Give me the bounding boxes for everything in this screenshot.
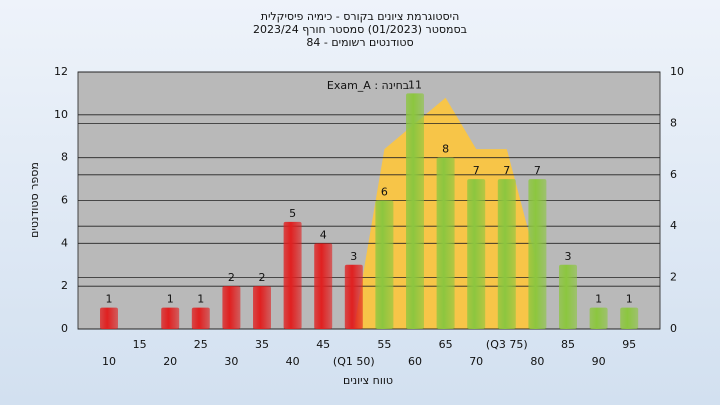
bar: [100, 307, 118, 329]
annotation: בחינה : Exam_A: [327, 79, 409, 92]
chart-subtitle: בסמסטר (01/2023) סמסטר חורף 2023/24: [253, 23, 467, 36]
bar: [406, 93, 424, 330]
y-axis-label: מספר סטודנטים: [28, 162, 41, 238]
bar: [222, 286, 241, 329]
x-tick-label: 95: [622, 338, 636, 351]
x-tick-label: 90: [592, 355, 606, 368]
y-tick-label: 8: [61, 151, 68, 164]
y-tick-label: 0: [61, 322, 68, 335]
data-label: 1: [626, 293, 633, 306]
chart-subtitle: סטודנטים רשומים - 84: [306, 36, 413, 49]
x-tick-label: 30: [224, 355, 238, 368]
y-tick-label: 2: [61, 279, 68, 292]
data-label: 1: [595, 293, 602, 306]
x-tick-label: (Q1 50): [333, 355, 375, 368]
x-axis-label: טווח ציונים: [343, 374, 393, 387]
x-tick-label: 85: [561, 338, 575, 351]
y2-tick-label: 2: [670, 271, 677, 284]
chart-title: היסטוגרמת ציונים בקורס - כימיה פיסיקלית: [261, 10, 460, 23]
data-label: 5: [289, 207, 296, 220]
y-tick-label: 4: [61, 236, 68, 249]
bar: [283, 221, 302, 329]
bar: [528, 179, 547, 329]
bar: [436, 157, 455, 329]
bar: [497, 179, 516, 329]
x-tick-label: 40: [286, 355, 300, 368]
x-tick-label: (Q3 75): [486, 338, 528, 351]
y2-tick-label: 6: [670, 168, 677, 181]
y2-tick-label: 8: [670, 116, 677, 129]
data-label: 7: [534, 164, 541, 177]
data-label: 6: [381, 186, 388, 199]
x-tick-label: 15: [133, 338, 147, 351]
x-tick-label: 70: [469, 355, 483, 368]
data-label: 4: [320, 228, 327, 241]
data-label: 3: [350, 250, 357, 263]
x-tick-label: 65: [439, 338, 453, 351]
x-tick-label: 55: [377, 338, 391, 351]
bar: [161, 307, 180, 329]
y2-tick-label: 4: [670, 219, 677, 232]
y2-tick-label: 0: [670, 322, 677, 335]
x-tick-label: 80: [530, 355, 544, 368]
bar: [344, 264, 363, 329]
bar: [191, 307, 210, 329]
data-label: 2: [259, 271, 266, 284]
data-label: 1: [106, 293, 113, 306]
data-label: 1: [197, 293, 204, 306]
x-tick-label: 10: [102, 355, 116, 368]
data-label: 11: [408, 78, 422, 91]
y-tick-label: 10: [54, 108, 68, 121]
x-tick-label: 45: [316, 338, 330, 351]
data-label: 7: [503, 164, 510, 177]
data-label: 1: [167, 293, 174, 306]
bar: [620, 307, 639, 329]
data-label: 3: [565, 250, 572, 263]
x-tick-label: 20: [163, 355, 177, 368]
y-tick-label: 6: [61, 194, 68, 207]
bar: [253, 286, 271, 329]
x-tick-label: 60: [408, 355, 422, 368]
bar: [589, 307, 608, 329]
data-label: 2: [228, 271, 235, 284]
bar: [314, 243, 333, 329]
x-tick-label: 25: [194, 338, 208, 351]
y2-tick-label: 10: [670, 65, 684, 78]
bar: [559, 264, 577, 329]
data-label: 8: [442, 143, 449, 156]
y-tick-label: 12: [54, 65, 68, 78]
data-label: 7: [473, 164, 480, 177]
x-tick-label: 35: [255, 338, 269, 351]
bar: [467, 179, 486, 329]
bar: [375, 200, 394, 329]
